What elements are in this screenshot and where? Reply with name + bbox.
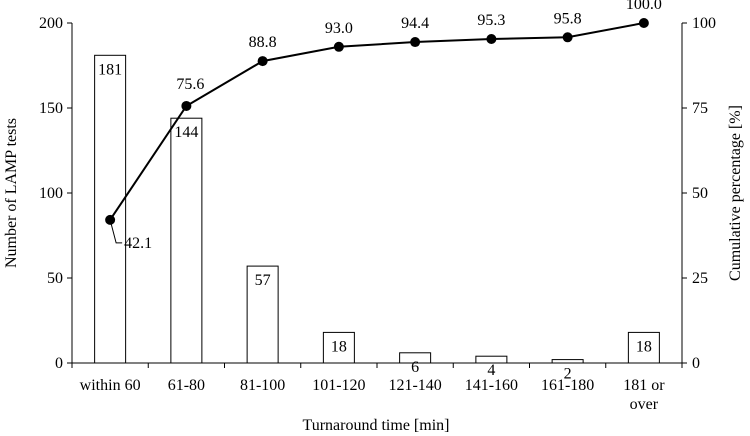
bar [94,54,127,364]
cumulative-value-label: 100.0 [626,0,662,13]
x-tick-label: 81-100 [240,377,285,394]
axes: 0 50 100 150 200 0 25 50 75 100 within 60 61-80 81-1… [39,15,716,413]
bar-value-label: 57 [255,272,271,289]
cumulative-value-label: 95.8 [554,10,582,27]
bar [322,331,355,364]
y2-tick-label: 75 [692,100,708,117]
y2-tick-label: 100 [692,15,716,32]
cumulative-polyline [109,22,645,221]
cumulative-value-label: 88.8 [249,34,277,51]
bar [627,331,660,364]
bar [246,265,279,364]
y2-tick-label: 50 [692,185,708,202]
cumulative-point [181,100,192,111]
cumulative-point [486,33,497,44]
bar-value-label: 18 [636,338,652,355]
cumulative-value-label: 42.1 [124,235,152,252]
bar-value-label: 18 [331,338,347,355]
bar-value-label: 144 [174,124,198,141]
y-tick-label: 150 [39,100,63,117]
bar-value-label: 4 [487,362,495,379]
cumulative-value-label: 95.3 [477,12,505,29]
y2-axis-title: Cumulative percentage [%] [727,105,744,281]
bar-value-label: 6 [411,359,419,376]
cumulative-point [410,37,421,48]
bars [94,54,660,364]
cumulative-point [562,32,573,43]
bar [399,352,432,364]
cumulative-value-label: 94.4 [401,15,429,32]
x-tick-label: 181 or over [623,377,665,413]
x-tick-label: 121-140 [388,377,441,394]
x-tick-label: 141-160 [465,377,518,394]
y2-tick-label: 0 [692,355,700,372]
y2-tick-label: 25 [692,270,708,287]
cumulative-value-label: 75.6 [176,76,204,93]
x-tick-label: 101-120 [312,377,365,394]
y-axis-title: Number of LAMP tests [3,118,20,268]
x-tick-label: 161-180 [541,377,594,394]
labels: 181 144 57 18 6 4 2 18 42.1 75.6 88.8 93.0 94.4 95.3 9… [98,0,662,383]
bar [475,355,508,364]
bar-value-label: 2 [564,366,572,383]
y-tick-label: 50 [47,270,63,287]
bar-value-label: 181 [98,61,122,78]
x-tick-label: within 60 [80,377,141,394]
cumulative-point [333,41,344,52]
x-axis-title: Turnaround time [min] [303,417,450,434]
cumulative-point [257,56,268,67]
cumulative-value-label: 93.0 [325,20,353,37]
y-tick-label: 200 [39,15,63,32]
bar [551,359,584,364]
y-tick-label: 0 [55,355,63,372]
x-tick-label: 61-80 [168,377,205,394]
cumulative-point [638,18,649,28]
bar [170,117,203,364]
y-tick-label: 100 [39,185,63,202]
leader-line [109,219,123,244]
